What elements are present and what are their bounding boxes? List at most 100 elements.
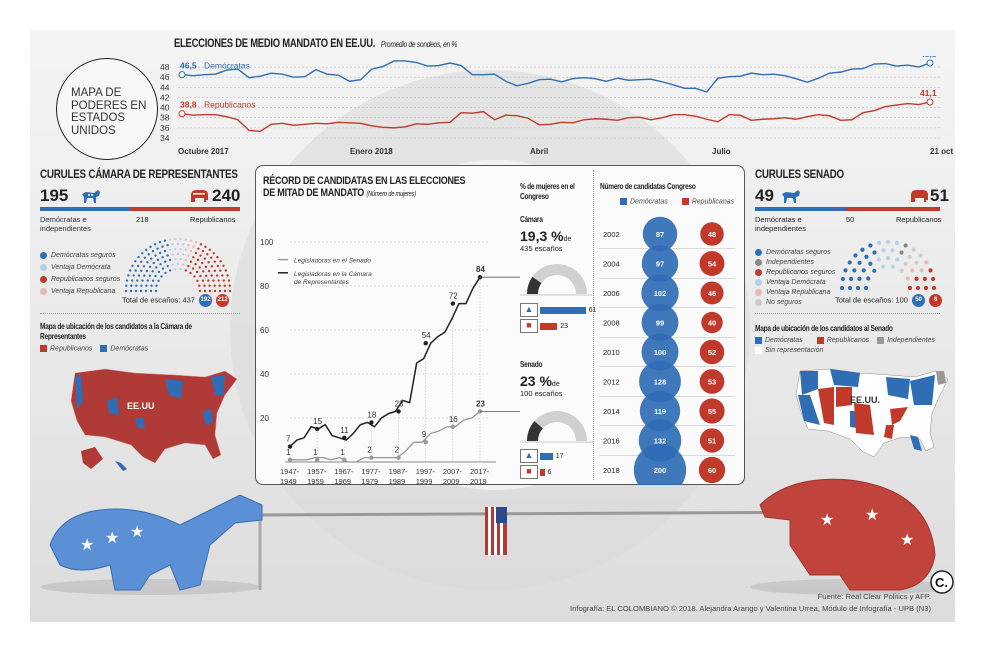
- x-tick-label: Enero 2018: [350, 147, 393, 156]
- senado-dem-value: 17: [555, 452, 564, 460]
- seat-dot: [125, 284, 128, 287]
- seat-dot: [168, 238, 172, 241]
- rep-bubble: [699, 369, 725, 394]
- house-map: EE.UU: [70, 368, 238, 471]
- seat-dot: [135, 284, 138, 287]
- seat-dot: [174, 237, 177, 241]
- seat-dot: [142, 265, 146, 268]
- seat-dot: [903, 243, 908, 248]
- seat-dot: [216, 255, 219, 259]
- seat-dot: [182, 243, 185, 246]
- divider: [755, 313, 940, 314]
- seat-dot: [191, 267, 195, 270]
- seat-dot: [154, 274, 157, 278]
- legend-label: Legisladoras en el Senado: [294, 258, 371, 265]
- seat-dot: [166, 264, 169, 268]
- seat-dot: [163, 239, 167, 242]
- seat-dot: [857, 276, 862, 281]
- seat-dot: [137, 255, 140, 259]
- house-badge-rep: 212: [216, 294, 230, 307]
- seat-dot: [203, 289, 207, 293]
- seat-dot: [849, 276, 854, 282]
- seat-dot: [163, 260, 167, 263]
- candidates-title: Número de candidatas Congreso: [600, 182, 696, 191]
- rep-value: 60: [708, 466, 716, 475]
- data-point: [314, 426, 320, 432]
- year-label: 2004: [603, 260, 620, 269]
- seat-dot: [136, 279, 139, 282]
- data-label: 23: [395, 399, 404, 408]
- seat-dot: [130, 284, 133, 287]
- rep-value: 46: [708, 289, 716, 298]
- x-tick-label: 1969: [334, 477, 351, 485]
- rep-value: 51: [708, 437, 716, 446]
- seat-dot: [146, 279, 149, 282]
- seat-dot: [855, 285, 861, 290]
- dem-value: 99: [656, 319, 664, 328]
- seat-dot: [890, 264, 895, 269]
- data-label: 54: [422, 331, 431, 340]
- seat-dot: [861, 268, 866, 273]
- dem-bubble: [641, 274, 679, 312]
- seat-dot: [872, 250, 877, 255]
- seat-dot: [222, 279, 226, 282]
- seat-dot: [213, 289, 217, 293]
- seat-dot: [857, 260, 862, 265]
- y-tick-label: 36: [160, 123, 170, 133]
- seat-dot: [168, 258, 172, 262]
- seat-dot: [189, 249, 193, 253]
- data-label: 11: [340, 426, 349, 435]
- house-rep-seats: 240: [212, 186, 241, 205]
- y-tick-label: 20: [260, 414, 269, 423]
- data-point: [423, 440, 428, 445]
- seat-dot: [210, 274, 213, 277]
- house-title: CURULES CÁMARA DE REPRESENTANTES: [40, 167, 238, 181]
- gauge-fill: [527, 276, 542, 294]
- seat-dot: [146, 261, 149, 264]
- end-label: 48,8: [920, 56, 937, 59]
- seat-dot: [196, 279, 199, 282]
- source-text: Fuente: Real Clear Politics y AFP.: [817, 592, 931, 601]
- donkey-illustration: ★ ★ ★: [49, 494, 263, 591]
- seat-dot: [866, 276, 871, 281]
- seat-dot: [207, 279, 210, 282]
- seat-dot: [194, 263, 197, 266]
- camara-rep-bar: [540, 322, 558, 330]
- seat-dot: [149, 289, 153, 293]
- seat-dot: [204, 245, 207, 249]
- seat-dot: [910, 268, 915, 273]
- senate-legend: Demócratas seguros Independientes Republ…: [755, 248, 835, 308]
- seat-dot: [179, 267, 182, 271]
- seat-dot: [215, 274, 219, 277]
- data-label: 18: [367, 410, 376, 419]
- seat-dot: [840, 276, 845, 282]
- seat-dot: [864, 254, 869, 259]
- seat-dot: [140, 252, 144, 255]
- x-tick-label: 2007-: [443, 467, 463, 476]
- y-tick-label: 38: [160, 113, 170, 123]
- seat-dot: [145, 269, 149, 273]
- rep-bubble: [699, 339, 725, 365]
- rope: [259, 510, 861, 517]
- rep-bubble: [699, 398, 725, 424]
- senate-dem-seats: 49: [755, 186, 774, 205]
- seat-dot: [168, 248, 172, 251]
- seat-dot: [127, 274, 130, 277]
- rep-bubble: [699, 428, 725, 453]
- seat-dot: [131, 264, 134, 267]
- data-label: 7: [286, 435, 291, 444]
- year-label: 2014: [603, 407, 620, 416]
- data-point: [314, 457, 320, 462]
- senado-gauge: [520, 411, 594, 443]
- dem-bubble: [641, 333, 679, 371]
- seat-dot: [182, 253, 185, 256]
- seat-dot: [212, 279, 215, 282]
- seat-dot: [155, 284, 158, 287]
- data-label: 23: [476, 399, 485, 408]
- seat-dot: [176, 252, 180, 256]
- camara-pct: 19,3 %de: [520, 228, 572, 244]
- dem-value: 119: [654, 407, 666, 416]
- seat-dot: [143, 274, 146, 277]
- seat-dot: [163, 249, 167, 253]
- seat-dot: [158, 251, 162, 255]
